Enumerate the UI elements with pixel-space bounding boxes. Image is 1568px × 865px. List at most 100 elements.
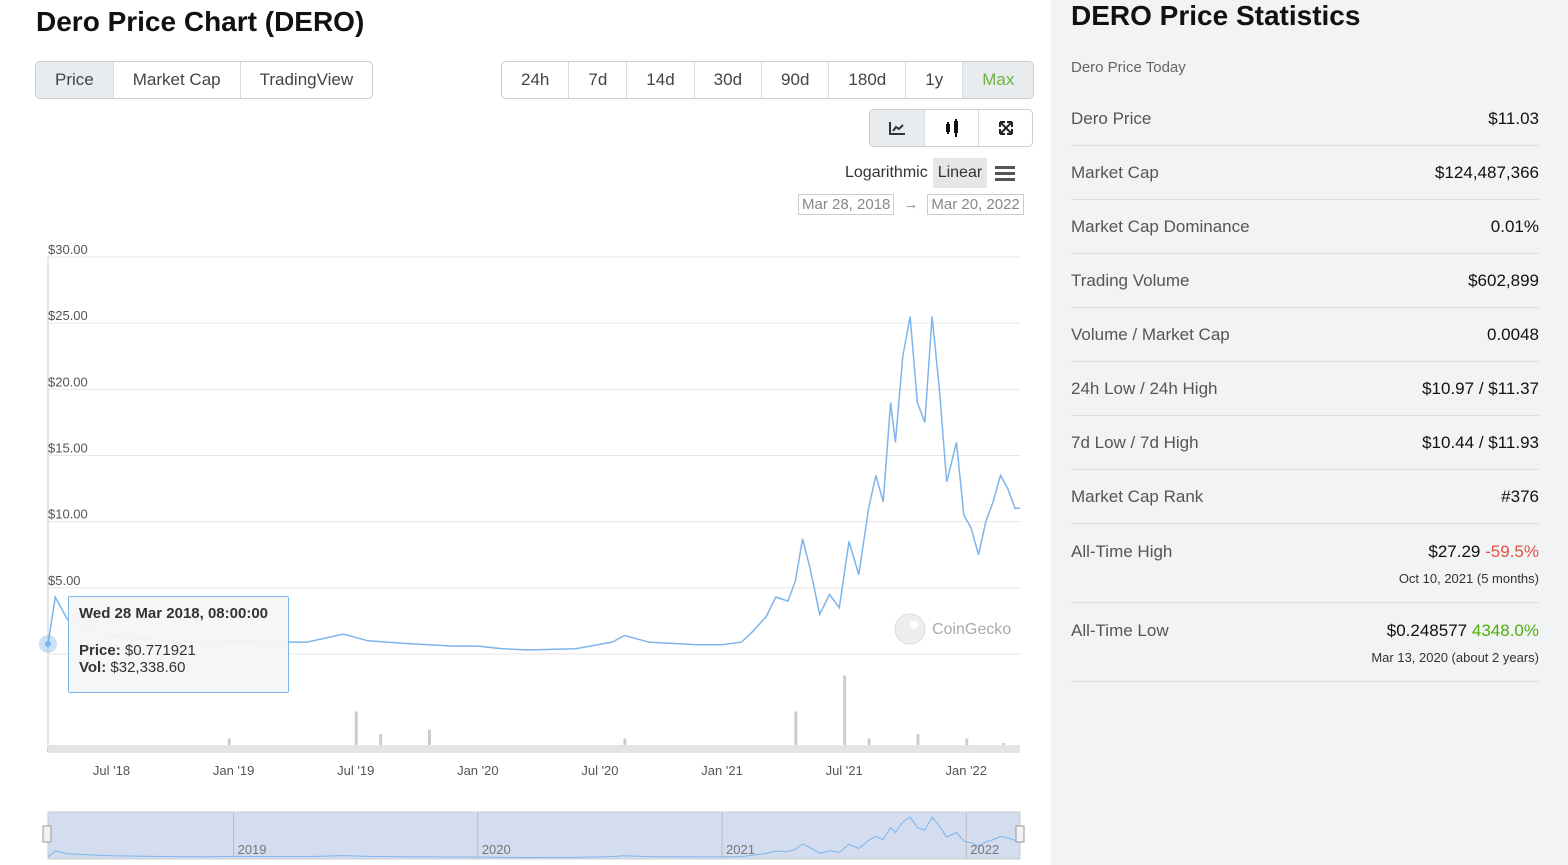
tooltip-price: $0.771921	[124, 642, 196, 659]
x-tick-label: Jan '22	[946, 763, 988, 778]
timeframe-7d[interactable]: 7d	[568, 62, 626, 98]
x-tick-label: Jan '19	[213, 763, 255, 778]
stat-label: 7d Low / 7d High	[1071, 432, 1199, 452]
timeframe-tabs: 24h 7d 14d 30d 90d 180d 1y Max	[501, 61, 1035, 99]
tooltip-vol: $32,338.60	[110, 659, 186, 676]
stat-label: All-Time High	[1071, 542, 1173, 561]
stat-value: 0.01%	[1490, 216, 1539, 236]
atl-change: 4348.0%	[1471, 621, 1539, 640]
ath-date: Oct 10, 2021 (5 months)	[1398, 571, 1539, 586]
volume-bar	[379, 734, 383, 752]
timeframe-180d[interactable]: 180d	[828, 62, 905, 98]
stat-label: Volume / Market Cap	[1071, 324, 1230, 344]
navigator-right-handle[interactable]	[1015, 825, 1025, 843]
scale-toggle: Logarithmic Linear	[840, 158, 1019, 188]
tooltip: Wed 28 Mar 2018, 08:00:00 Price: $0.7719…	[68, 596, 289, 693]
volume-bar	[843, 675, 847, 752]
price-chart[interactable]: $5.00 $10.00 $15.00 $20.00 $25.00 $30.00 Jul '…	[0, 0, 1050, 865]
price-line	[47, 316, 1021, 651]
navigator-label: 2020	[482, 842, 511, 857]
stat-row: Dero Price $11.03	[1071, 92, 1539, 146]
stat-value: $11.03	[1488, 108, 1539, 128]
stat-row: Volume / Market Cap 0.0048	[1071, 308, 1539, 362]
x-tick-label: Jul '20	[581, 763, 618, 778]
y-tick-label: $20.00	[48, 374, 88, 389]
stat-value: 0.0048	[1487, 324, 1539, 344]
stat-label: 24h Low / 24h High	[1071, 378, 1218, 398]
navigator-line	[47, 816, 1020, 859]
ath-row: All-Time High $27.29 -59.5% Oct 10, 2021 (…	[1071, 524, 1539, 603]
logarithmic-button[interactable]: Logarithmic	[845, 164, 928, 181]
expand-icon	[998, 121, 1013, 135]
atl-value: $0.248577	[1386, 621, 1468, 640]
stat-row: Market Cap Dominance 0.01%	[1071, 200, 1539, 254]
tab-price[interactable]: Price	[36, 62, 113, 98]
navigator-label: 2021	[726, 842, 755, 857]
chart-style-buttons	[869, 109, 1033, 147]
tooltip-vol-label: Vol:	[79, 659, 107, 676]
stat-row: Market Cap Rank #376	[1071, 470, 1539, 524]
timeframe-14d[interactable]: 14d	[626, 62, 693, 98]
stat-label: Trading Volume	[1071, 270, 1190, 290]
candlestick-icon	[945, 119, 958, 137]
range-to-input[interactable]: Mar 20, 2022	[927, 194, 1024, 215]
stat-row: Market Cap $124,487,366	[1071, 146, 1539, 200]
y-tick-label: $25.00	[48, 308, 88, 323]
date-range: Mar 28, 2018 → Mar 20, 2022	[798, 194, 1024, 215]
navigator-label: 2019	[238, 842, 267, 857]
timeframe-max[interactable]: Max	[962, 62, 1034, 98]
y-tick-label: $15.00	[48, 441, 88, 456]
volume-bar	[794, 711, 798, 752]
tab-market-cap[interactable]: Market Cap	[112, 62, 240, 98]
stat-row: Trading Volume $602,899	[1071, 254, 1539, 308]
hover-point	[45, 641, 51, 647]
fullscreen-button[interactable]	[978, 110, 1032, 146]
stat-value: #376	[1501, 486, 1539, 506]
tooltip-price-label: Price:	[79, 642, 121, 659]
menu-icon[interactable]	[993, 163, 1019, 183]
y-tick-label: $10.00	[48, 507, 88, 522]
volume-bar	[354, 711, 358, 752]
range-from-input[interactable]: Mar 28, 2018	[798, 194, 895, 215]
stat-row: 24h Low / 24h High $10.97 / $11.37	[1071, 362, 1539, 416]
navigator[interactable]	[47, 811, 1021, 860]
stat-label: Market Cap Rank	[1071, 486, 1204, 506]
navigator-label: 2022	[970, 842, 999, 857]
ath-change: -59.5%	[1485, 542, 1539, 561]
atl-date: Mar 13, 2020 (about 2 years)	[1371, 650, 1539, 665]
chart-panel: Dero Price Chart (DERO) Price Market Cap…	[0, 0, 1050, 865]
x-tick-label: Jul '21	[826, 763, 863, 778]
line-chart-button[interactable]	[870, 110, 924, 146]
x-tick-label: Jul '18	[93, 763, 130, 778]
stat-value: $10.44 / $11.93	[1422, 432, 1539, 452]
x-tick-label: Jan '21	[701, 763, 743, 778]
tab-tradingview[interactable]: TradingView	[239, 62, 373, 98]
stats-title: DERO Price Statistics	[1071, 0, 1361, 31]
stat-row: 7d Low / 7d High $10.44 / $11.93	[1071, 416, 1539, 470]
volume-bar	[916, 734, 920, 752]
coingecko-watermark: CoinGecko	[894, 613, 1011, 645]
timeframe-1y[interactable]: 1y	[905, 62, 962, 98]
timeframe-90d[interactable]: 90d	[761, 62, 828, 98]
timeframe-24h[interactable]: 24h	[521, 70, 550, 89]
volume-baseline	[48, 745, 1020, 752]
tooltip-date: Wed 28 Mar 2018, 08:00:00	[79, 605, 269, 622]
stat-value: $124,487,366	[1435, 162, 1539, 182]
linear-button[interactable]: Linear	[932, 158, 988, 188]
stat-label: Dero Price	[1071, 108, 1152, 128]
stats-subtitle: Dero Price Today	[1071, 59, 1186, 76]
candlestick-button[interactable]	[924, 110, 978, 146]
x-tick-label: Jul '19	[337, 763, 374, 778]
range-arrow: →	[903, 196, 919, 213]
atl-row: All-Time Low $0.248577 4348.0% Mar 13, 202…	[1071, 603, 1539, 682]
navigator-left-handle[interactable]	[42, 825, 52, 843]
stat-label: Market Cap Dominance	[1071, 216, 1250, 236]
y-tick-label: $5.00	[48, 573, 81, 588]
ath-value: $27.29	[1428, 542, 1481, 561]
x-tick-label: Jan '20	[457, 763, 499, 778]
stat-value: $10.97 / $11.37	[1422, 378, 1539, 398]
watermark-text: CoinGecko	[932, 621, 1011, 638]
stats-panel: DERO Price Statistics Dero Price Today D…	[1051, 0, 1568, 865]
chart-type-tabs: Price Market Cap TradingView	[35, 61, 374, 99]
timeframe-30d[interactable]: 30d	[693, 62, 761, 98]
